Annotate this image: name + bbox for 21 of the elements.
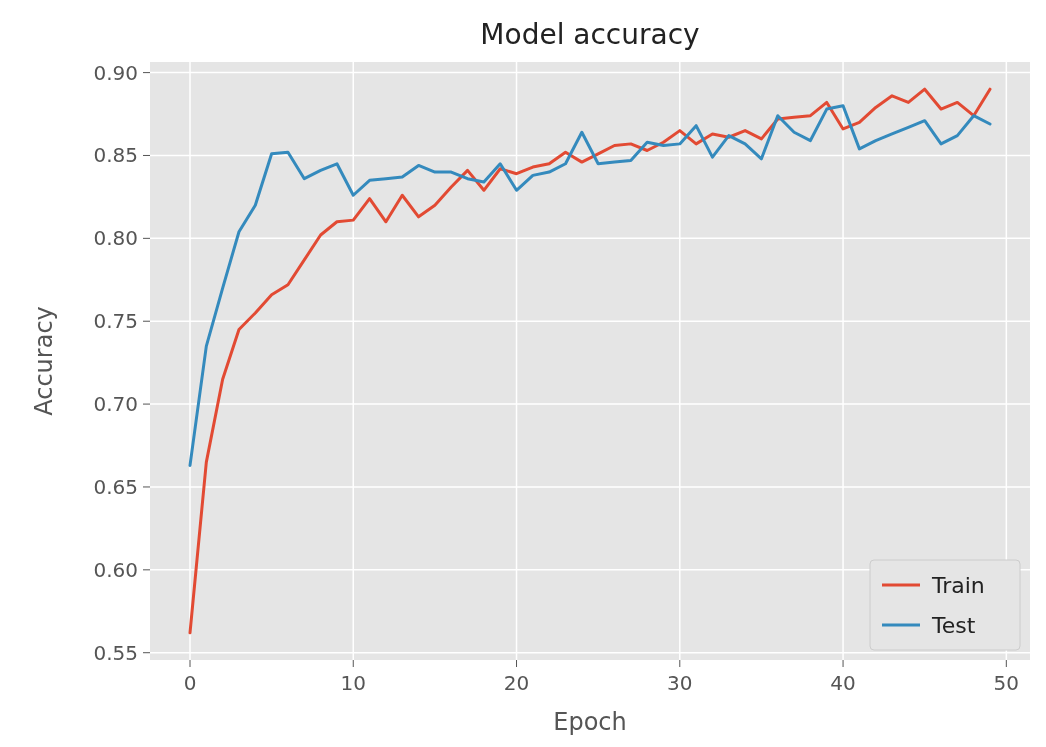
y-tick-label: 0.90 [93,60,138,85]
legend-label: Test [931,612,976,638]
x-tick-label: 40 [830,671,856,695]
y-tick-label: 0.70 [93,392,138,417]
y-tick-label: 0.80 [93,226,138,251]
x-tick-label: 10 [340,671,366,695]
x-tick-label: 30 [667,671,693,695]
chart-title: Model accuracy [480,18,700,51]
x-tick-label: 0 [183,671,197,695]
line-series [188,87,992,635]
x-tick-label: 20 [503,671,530,695]
y-tick-label: 0.55 [93,640,138,665]
x-tick-label: 50 [993,671,1020,695]
line-series [188,104,992,467]
y-axis-title: Accuracy [30,306,58,416]
y-tick-label: 0.65 [93,474,138,499]
y-tick-label: 0.75 [93,309,138,334]
y-tick-label: 0.60 [93,557,138,582]
y-tick-label: 0.85 [93,143,138,168]
x-axis-title: Epoch [553,708,627,736]
legend-label: Train [931,572,985,598]
